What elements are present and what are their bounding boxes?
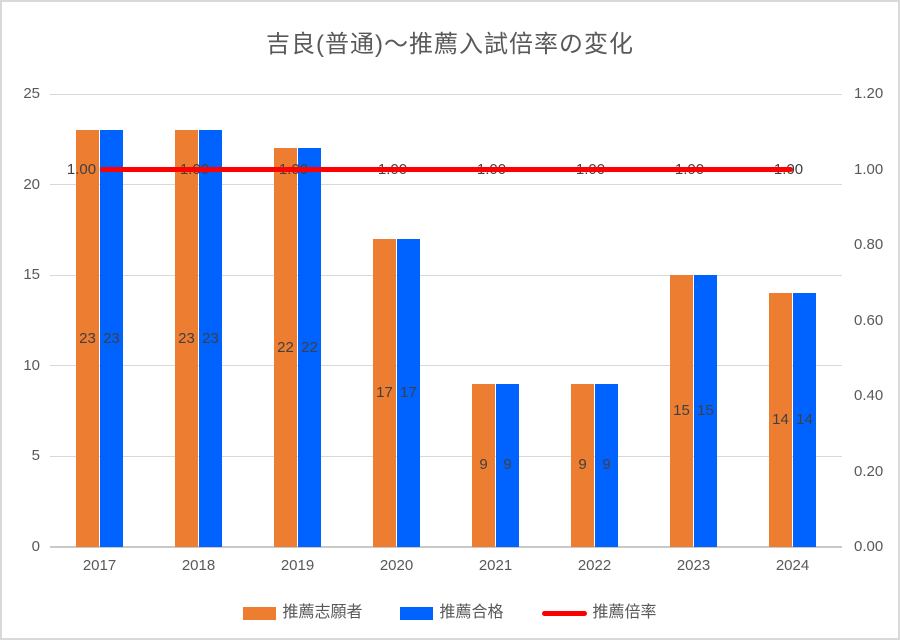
right-axis-tick: 0.80 — [854, 236, 884, 253]
bar-value-label: 9 — [578, 456, 587, 474]
left-axis-tick: 10 — [23, 356, 40, 374]
bar-applicants — [670, 275, 693, 547]
bar-value-label: 22 — [301, 338, 318, 356]
legend-item-accepted: 推薦合格 — [400, 604, 504, 622]
gridline — [50, 184, 842, 186]
bar-value-label: 9 — [479, 456, 488, 474]
legend-label-ratio: 推薦倍率 — [592, 604, 657, 621]
bar-value-label: 23 — [79, 329, 96, 347]
bar-value-label: 9 — [503, 456, 512, 474]
bar-value-label: 17 — [400, 383, 417, 401]
bar-applicants — [274, 148, 297, 547]
bar-accepted — [496, 383, 519, 547]
gridline — [50, 365, 842, 367]
ratio-line — [99, 167, 793, 172]
bar-applicants — [76, 130, 99, 547]
bar-accepted — [397, 238, 420, 547]
bar-value-label: 14 — [796, 411, 813, 429]
x-axis-line — [50, 546, 842, 548]
bar-applicants — [571, 383, 594, 547]
legend-swatch-accepted — [400, 606, 434, 620]
legend-label-applicants: 推薦志願者 — [282, 604, 363, 621]
gridline — [50, 455, 842, 457]
bar-applicants — [175, 130, 198, 547]
right-axis-tick: 1.00 — [854, 160, 884, 178]
bar-value-label: 23 — [178, 329, 195, 347]
gridline — [50, 274, 842, 276]
legend-item-applicants: 推薦志願者 — [243, 604, 362, 622]
bar-value-label: 14 — [772, 411, 789, 429]
bar-value-label: 22 — [277, 338, 294, 356]
right-axis-tick: 0.20 — [854, 462, 884, 480]
bar-applicants — [373, 238, 396, 547]
bar-value-label: 15 — [697, 402, 714, 420]
bar-value-label: 23 — [103, 329, 120, 347]
chart-title: 吉良(普通)～推薦入試倍率の変化 — [266, 31, 634, 58]
bar-accepted — [595, 383, 618, 547]
left-axis-tick: 25 — [23, 85, 40, 102]
x-axis-label: 2017 — [82, 557, 117, 574]
legend: 推薦志願者 推薦合格 推薦倍率 — [2, 604, 898, 622]
right-axis-tick: 0.40 — [854, 387, 884, 404]
right-axis-tick: 0.00 — [854, 538, 884, 555]
bar-accepted — [298, 148, 321, 547]
line-value-label: 1.00 — [66, 160, 97, 178]
x-axis-label: 2024 — [775, 557, 810, 574]
x-axis-label: 2023 — [676, 557, 711, 574]
legend-swatch-ratio — [541, 610, 587, 616]
bar-value-label: 23 — [202, 329, 219, 347]
left-axis-tick: 5 — [31, 447, 40, 465]
bar-applicants — [769, 293, 792, 547]
legend-swatch-applicants — [243, 606, 277, 620]
bar-value-label: 15 — [673, 402, 690, 420]
left-axis-tick: 20 — [23, 175, 40, 193]
left-axis-tick: 15 — [23, 266, 40, 284]
left-axis-tick: 0 — [31, 538, 40, 555]
bar-accepted — [793, 293, 816, 547]
bar-accepted — [199, 130, 222, 547]
legend-label-accepted: 推薦合格 — [439, 604, 504, 621]
x-axis-label: 2018 — [181, 557, 216, 574]
bar-applicants — [472, 383, 495, 547]
x-axis-label: 2022 — [577, 557, 612, 574]
x-axis-label: 2020 — [379, 557, 414, 574]
x-axis-label: 2021 — [478, 557, 513, 574]
gridline — [50, 93, 842, 95]
bar-accepted — [100, 130, 123, 547]
x-axis-label: 2019 — [280, 557, 315, 574]
bar-accepted — [694, 275, 717, 547]
right-axis-tick: 1.20 — [854, 85, 884, 102]
bar-value-label: 17 — [376, 383, 393, 401]
legend-item-ratio: 推薦倍率 — [541, 604, 657, 622]
right-axis-tick: 0.60 — [854, 311, 884, 329]
bar-value-label: 9 — [602, 456, 611, 474]
